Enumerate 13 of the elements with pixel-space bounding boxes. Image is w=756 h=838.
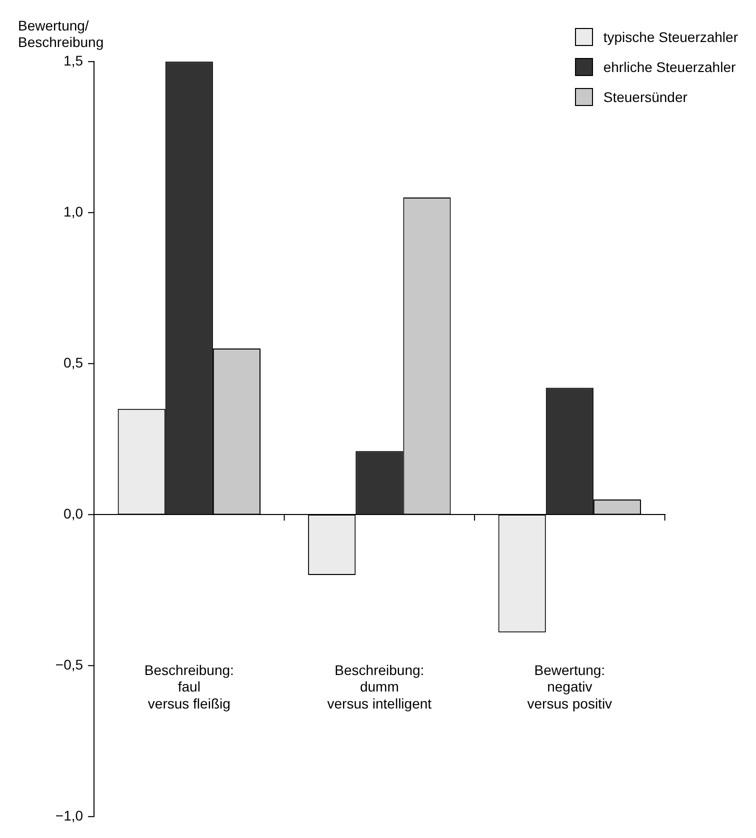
- y-tick-label: 0,5: [64, 354, 84, 370]
- legend-label: typische Steuerzahler: [603, 29, 738, 45]
- legend-label: ehrliche Steuerzahler: [603, 59, 736, 75]
- x-tick-label: Beschreibung: dumm versus intelligent: [327, 662, 432, 712]
- y-axis-title: Bewertung/ Beschreibung: [18, 17, 104, 50]
- legend-label: Steuersünder: [603, 89, 688, 105]
- x-tick-label: Beschreibung: faul versus fleißig: [144, 662, 234, 712]
- y-tick-label: 1,5: [64, 52, 84, 68]
- y-tick-label: 0,0: [64, 505, 84, 522]
- y-tick-label: −0,5: [55, 656, 84, 672]
- y-tick-label: −1,0: [55, 807, 84, 824]
- x-tick-label: Bewertung: negativ versus positiv: [527, 662, 612, 712]
- y-tick-label: 1,0: [64, 203, 84, 220]
